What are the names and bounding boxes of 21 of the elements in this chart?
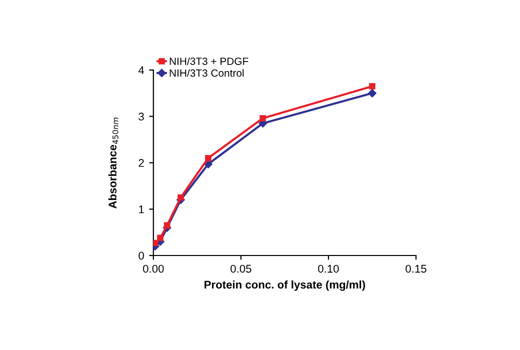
y-tick-label: 1 [139, 206, 144, 214]
point [369, 83, 376, 90]
point [178, 194, 184, 201]
legend-label: NIH/3T3 Control [170, 69, 244, 77]
y-tick-label: 2 [138, 159, 144, 167]
x-tick-label: 0.10 [318, 264, 339, 273]
y-tick-label: 0 [138, 252, 144, 260]
point [157, 234, 164, 242]
legend-label: NIH/3T3 + PDGF [170, 57, 248, 65]
x-axis-title: Protein conc. of lysate (mg/ml) [204, 280, 366, 291]
y-axis-title: Absorbance$_{450nm}$ [108, 118, 118, 208]
point [153, 240, 158, 246]
y-tick-label: 3 [138, 112, 144, 121]
y-tick-label: 4 [138, 66, 144, 74]
point [368, 89, 376, 98]
point [260, 115, 266, 122]
point [164, 222, 170, 228]
point [205, 154, 212, 162]
x-tick-label: 0.05 [230, 264, 252, 273]
x-tick-label: 0.15 [406, 264, 426, 273]
x-tick-label: 0.00 [143, 264, 164, 273]
